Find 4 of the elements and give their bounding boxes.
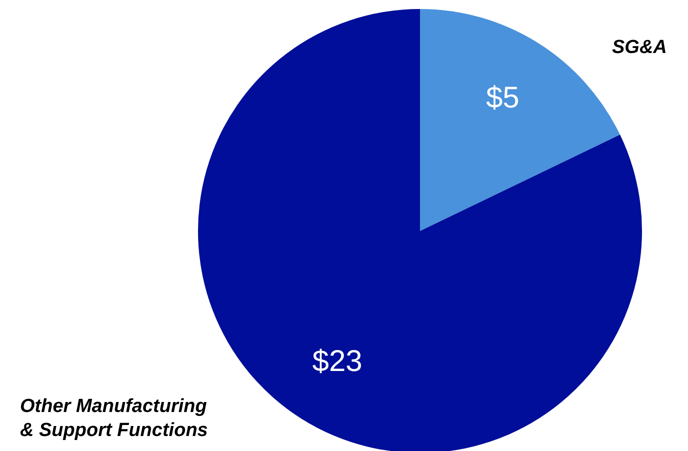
slice-label: Other Manufacturing & Support Functions bbox=[20, 395, 208, 443]
data-label: $5 bbox=[486, 82, 520, 115]
slice-label: SG&A bbox=[612, 36, 667, 60]
data-label: $23 bbox=[312, 344, 362, 378]
